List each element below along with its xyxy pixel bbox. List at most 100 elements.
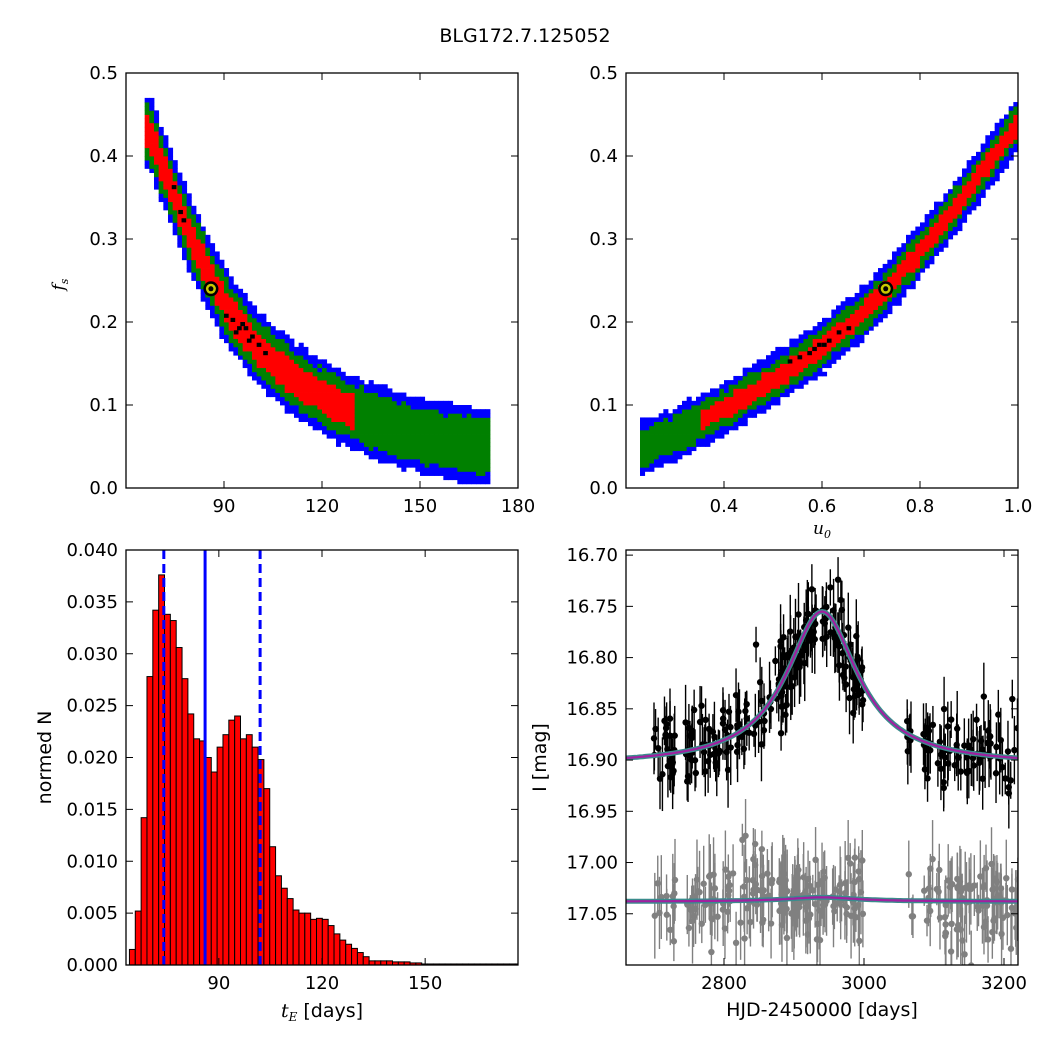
cell-blue: [326, 434, 332, 439]
cell-green: [382, 417, 388, 422]
cell-green: [887, 268, 893, 273]
cell-green: [999, 156, 1005, 161]
cell-blue: [952, 226, 958, 232]
cell-green: [920, 230, 926, 236]
histogram-bar: [181, 678, 189, 966]
cell-blue: [990, 180, 996, 186]
cell-red: [289, 371, 295, 377]
cell-red: [985, 160, 991, 165]
cell-green: [971, 197, 977, 203]
cell-green: [644, 446, 650, 452]
cell-green: [280, 384, 286, 389]
histogram-bar: [280, 887, 288, 966]
cell-red: [247, 330, 253, 335]
cell-green: [191, 263, 197, 269]
cell-green: [452, 413, 458, 418]
histogram-bar: [245, 734, 253, 966]
cell-blue: [228, 284, 234, 290]
cell-green: [373, 421, 379, 427]
cell-green: [149, 118, 155, 124]
data-point: [859, 910, 867, 918]
cell-green: [224, 322, 230, 327]
plot-frame: [625, 549, 1019, 966]
cell-red: [784, 363, 790, 369]
data-point: [1003, 874, 1010, 882]
cell-green: [415, 450, 421, 456]
cell-green: [448, 450, 454, 456]
cell-red: [789, 355, 795, 360]
cell-blue: [294, 413, 300, 418]
cell-green: [392, 450, 398, 456]
cell-red: [350, 400, 356, 406]
cell-blue: [480, 409, 486, 414]
cell-green: [466, 450, 472, 456]
cell-blue: [854, 292, 860, 298]
data-point: [805, 915, 813, 922]
y-axis-label: fs: [49, 278, 71, 292]
cell-red: [205, 263, 211, 269]
cell-green: [663, 417, 669, 422]
cell-blue: [224, 272, 230, 277]
cell-red: [770, 384, 776, 389]
cell-green: [368, 446, 374, 452]
cell-green: [980, 180, 986, 186]
cell-green: [322, 371, 328, 377]
y-tick-label: 16.90: [566, 750, 618, 771]
cell-green: [233, 297, 239, 302]
cell-red: [803, 355, 809, 360]
cell-black: [233, 330, 239, 335]
cell-blue: [654, 463, 660, 468]
data-point: [778, 703, 785, 710]
cell-red: [761, 371, 767, 377]
cell-blue: [845, 346, 851, 352]
cell-red: [896, 263, 902, 269]
cell-green: [401, 450, 407, 456]
cell-red: [1004, 139, 1010, 144]
data-point: [988, 860, 995, 868]
cell-red: [915, 259, 921, 265]
cell-green: [485, 450, 491, 456]
cell-green: [410, 442, 416, 447]
cell-red: [976, 168, 982, 173]
cell-blue: [275, 330, 281, 335]
cell-green: [668, 434, 674, 439]
cell-green: [663, 425, 669, 431]
cell-green: [144, 102, 150, 107]
cell-green: [303, 405, 309, 410]
cell-green: [182, 197, 188, 203]
cell-red: [266, 342, 272, 348]
cell-green: [471, 421, 477, 427]
cell-green: [448, 413, 454, 418]
cell-red: [864, 297, 870, 302]
cell-red: [200, 243, 206, 248]
cell-blue: [284, 409, 290, 414]
cell-blue: [719, 384, 725, 389]
cell-red: [158, 176, 164, 182]
cell-green: [910, 243, 916, 248]
cell-blue: [864, 288, 870, 294]
cell-green: [831, 317, 837, 323]
cell-red: [168, 189, 174, 194]
cell-green: [640, 454, 646, 460]
cell-green: [317, 375, 323, 381]
y-tick-label: 0.3: [89, 229, 118, 250]
cell-green: [663, 429, 669, 435]
cell-green: [906, 272, 912, 277]
cell-green: [424, 409, 430, 414]
cell-red: [934, 226, 940, 232]
data-point: [941, 754, 949, 761]
cell-green: [158, 189, 164, 194]
cell-green: [382, 442, 388, 447]
cell-green: [448, 463, 454, 468]
cell-blue: [770, 396, 776, 402]
cell-green: [696, 413, 702, 418]
cell-green: [149, 156, 155, 161]
cell-green: [149, 164, 155, 169]
cell-green: [144, 110, 150, 115]
histogram-bar: [210, 771, 218, 966]
cell-green: [892, 268, 898, 273]
cell-red: [840, 322, 846, 327]
cell-green: [976, 160, 982, 165]
cell-green: [424, 454, 430, 460]
cell-green: [448, 425, 454, 431]
